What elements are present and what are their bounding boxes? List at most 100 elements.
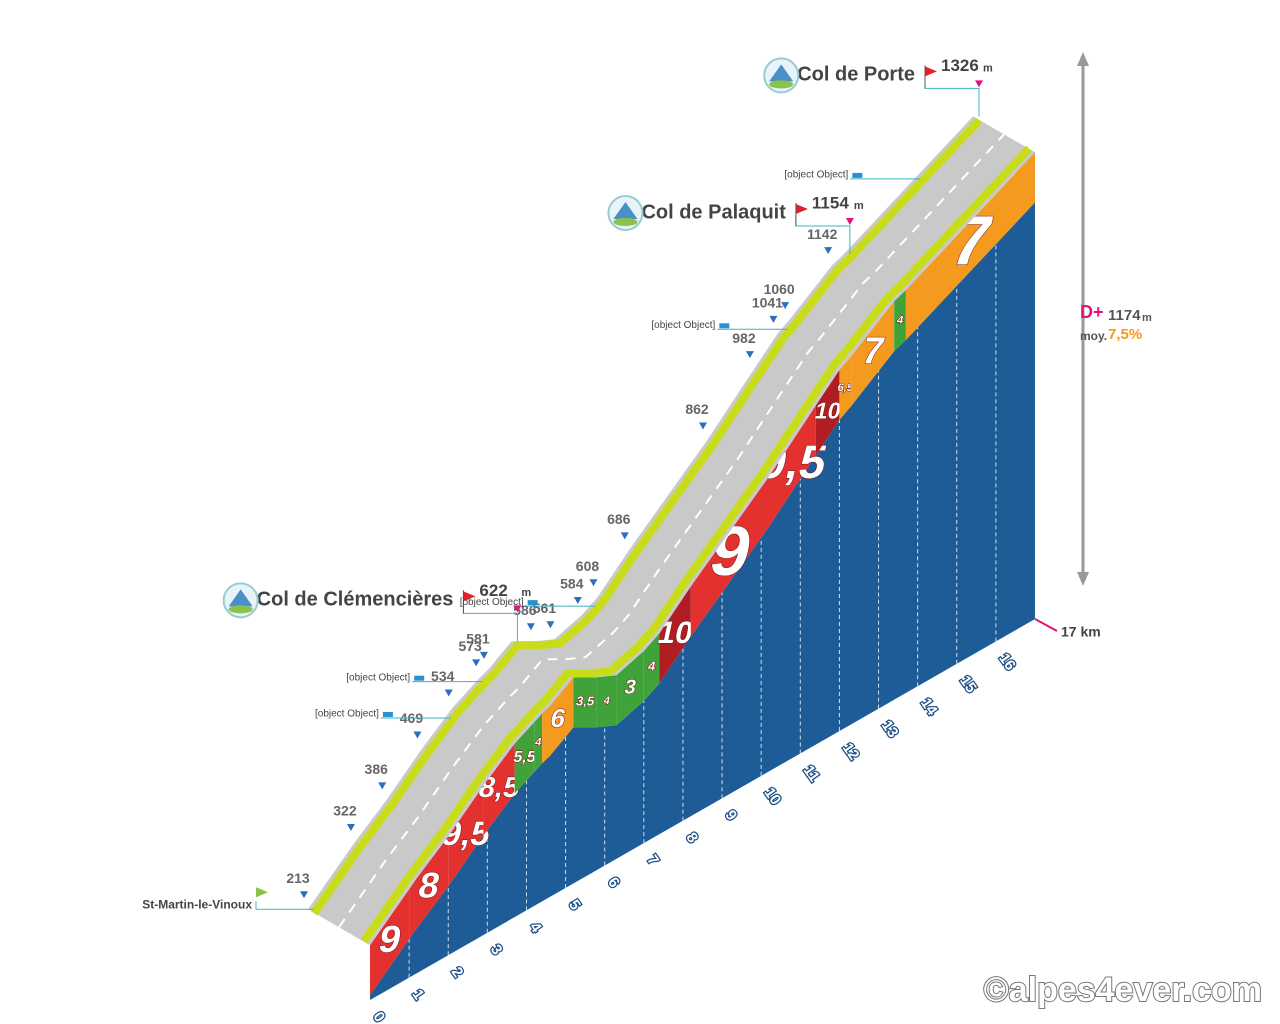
altitude-marker [620, 532, 629, 540]
road-centre [338, 133, 1005, 928]
summit-marker [845, 217, 854, 225]
gradient-segment [596, 675, 617, 728]
gradient-label: 4 [602, 695, 611, 707]
road [308, 116, 1035, 946]
place-name: [object Object] [651, 320, 715, 331]
altitude-label: 561 [533, 600, 557, 616]
arrow-head [1077, 52, 1089, 66]
gradient-segment [409, 836, 449, 940]
gradient-segment [573, 677, 597, 728]
average-value: 7,5% [1108, 326, 1142, 343]
altitude-marker [444, 689, 453, 697]
altitude-label: 1142 [807, 226, 838, 242]
km-label: 15 [956, 673, 979, 696]
icon-grass [613, 217, 638, 226]
altitude-label: 862 [685, 401, 709, 417]
altitude-label: 322 [333, 803, 357, 819]
place-name: [object Object] [315, 709, 379, 720]
km-label: 5 [565, 897, 584, 914]
km-label: 14 [917, 695, 941, 719]
altitude-label: 581 [466, 631, 490, 647]
gradient-label: 5,5 [512, 748, 538, 766]
altitude-unit: m [854, 200, 864, 212]
km-end-tick [1034, 618, 1058, 632]
km-label: 0 [369, 1009, 388, 1024]
altitude-label: 1041 [752, 295, 783, 311]
gradient-label: 6,5 [836, 382, 854, 394]
summit-flag [925, 66, 937, 77]
altitude-marker [699, 422, 707, 430]
start-name: St-Martin-le-Vinoux [142, 897, 252, 911]
km-label: 13 [878, 717, 901, 740]
gradient-segment [534, 713, 543, 772]
altitude-marker [472, 659, 481, 667]
gradient-segment [448, 785, 484, 887]
gradient-segment [542, 677, 574, 764]
km-label: 16 [995, 650, 1018, 673]
altitude-label: 573 [458, 638, 482, 654]
icon-mountain [613, 201, 638, 219]
gradient-segment [690, 476, 769, 637]
altitude-marker [589, 579, 598, 587]
gradient-segment [839, 356, 852, 420]
road-edge [360, 145, 1032, 944]
gradient-segment [643, 633, 660, 701]
altitude-marker [413, 731, 422, 739]
gradient-label: 6 [548, 703, 569, 733]
arrow-head [1077, 572, 1089, 586]
place-icon [382, 711, 393, 717]
gradient-label: 3,5 [575, 694, 596, 709]
profile-face [370, 202, 1035, 1000]
altitude-unit: m [983, 62, 993, 74]
altitude-marker [378, 782, 387, 790]
gradient-segment [894, 290, 906, 352]
summit-flag [463, 591, 476, 602]
summit-name: Col de Palaquit [641, 201, 786, 223]
gradient-label: 3 [622, 677, 638, 699]
summit-altitude: 1326 [941, 56, 979, 75]
icon-mountain [769, 64, 794, 82]
km-label: 7 [643, 852, 662, 869]
place-name: [object Object] [346, 672, 410, 683]
icon-grass [769, 80, 794, 89]
altitude-marker [745, 351, 754, 359]
altitude-label: 386 [365, 761, 389, 777]
place-icon [414, 675, 425, 681]
km-label: 1 [409, 986, 428, 1003]
altitude-marker [824, 247, 833, 255]
altitude-marker [769, 315, 778, 323]
gradient-segment [616, 651, 644, 726]
start-leader [255, 901, 314, 910]
km-label: 9 [722, 807, 741, 824]
summit-marker [975, 80, 983, 88]
altitude-marker [300, 891, 308, 899]
altitude-label: 1060 [764, 281, 795, 297]
summit-marker [513, 605, 522, 613]
km-label: 11 [800, 762, 823, 785]
place-icon [527, 600, 538, 606]
summit-altitude: 622 [479, 581, 507, 600]
gradient-label: 4 [534, 737, 543, 749]
altitude-label: 608 [576, 558, 600, 574]
gain-value: 1174 [1108, 307, 1141, 324]
gain-label: D+ [1080, 302, 1104, 322]
km-label: 10 [761, 785, 784, 808]
km-label: 3 [487, 942, 506, 959]
altitude-label: 213 [286, 870, 310, 886]
summit-flag [795, 203, 808, 214]
gradient-segment [769, 405, 816, 527]
gradient-segment [370, 889, 410, 996]
altitude-label: 584 [560, 576, 584, 592]
km-label: 8 [682, 830, 701, 847]
start-flag [256, 887, 268, 898]
gain-unit: m [1142, 312, 1152, 324]
altitude-marker [346, 823, 355, 831]
road-edge [310, 117, 982, 916]
gradient-segment [514, 722, 535, 794]
altitude-marker [781, 302, 790, 310]
gradient-label: 4 [896, 315, 905, 327]
km-label: 6 [604, 874, 623, 891]
gradient-segment [659, 586, 691, 684]
average-label: moy. [1080, 329, 1107, 343]
